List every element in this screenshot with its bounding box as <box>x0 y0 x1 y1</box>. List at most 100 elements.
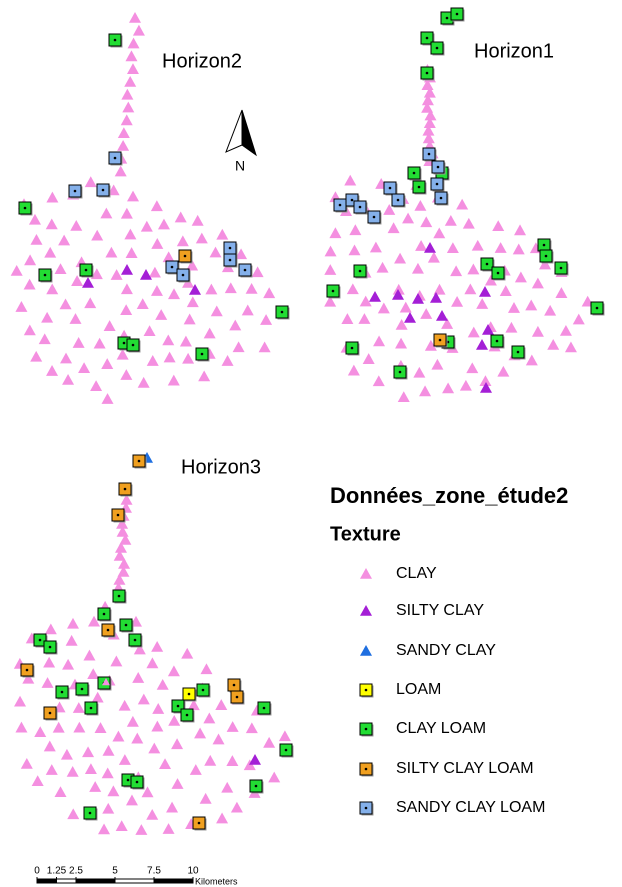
triangle-marker <box>14 695 27 707</box>
triangle-marker <box>421 94 434 106</box>
square-dot <box>183 254 187 258</box>
triangle-marker <box>505 321 518 333</box>
triangle-marker <box>479 375 492 387</box>
triangle-marker <box>157 218 170 230</box>
triangle-marker <box>414 199 427 211</box>
triangle-marker <box>15 721 28 733</box>
triangle-marker <box>531 325 544 337</box>
square-dot <box>338 203 342 207</box>
scale-label: 2.5 <box>69 866 83 877</box>
triangle-marker <box>110 655 123 667</box>
triangle-marker <box>512 243 525 255</box>
triangle-marker <box>362 353 375 364</box>
triangle-marker <box>41 311 54 323</box>
triangle-marker <box>15 301 28 312</box>
square-dot <box>48 645 52 649</box>
triangle-marker <box>117 127 130 138</box>
triangle-marker <box>140 220 153 232</box>
triangle-marker <box>531 277 544 289</box>
triangle-marker <box>54 263 67 275</box>
triangle-marker <box>221 781 234 793</box>
triangle-marker <box>415 240 428 251</box>
triangle-marker <box>421 79 434 90</box>
triangle-marker <box>67 808 80 820</box>
triangle-marker <box>82 277 94 288</box>
triangle-marker <box>464 283 477 295</box>
square-dot <box>398 370 402 374</box>
scale-label: 0 <box>34 866 40 877</box>
triangle-marker <box>497 365 510 377</box>
legend-label: SANDY CLAY LOAM <box>396 799 545 816</box>
triangle-marker <box>24 254 37 266</box>
triangle-marker <box>539 258 552 270</box>
triangle-marker <box>70 219 83 231</box>
triangle-marker <box>324 295 337 307</box>
triangle-marker <box>116 526 129 537</box>
triangle-marker <box>120 207 133 219</box>
triangle-marker <box>122 101 135 113</box>
triangle-marker <box>369 241 382 253</box>
triangle-marker <box>83 649 96 661</box>
triangle-marker <box>572 313 585 325</box>
triangle-marker <box>150 200 163 212</box>
triangle-marker <box>101 358 114 369</box>
triangle-marker <box>91 229 104 241</box>
triangle-marker <box>221 355 234 366</box>
legend-label: SILTY CLAY LOAM <box>396 760 534 777</box>
triangle-marker <box>54 786 67 797</box>
triangle-marker <box>43 740 56 752</box>
triangle-marker <box>349 224 362 236</box>
triangle-marker <box>127 190 140 202</box>
square-dot <box>542 243 546 247</box>
triangle-marker <box>168 288 181 300</box>
square-dot <box>113 156 117 160</box>
triangle-marker <box>167 665 180 677</box>
triangle-marker <box>69 313 82 324</box>
triangle-marker <box>446 242 459 254</box>
triangle-marker <box>127 37 140 49</box>
triangle-marker <box>107 184 120 196</box>
triangle-marker <box>140 269 152 280</box>
triangle-marker <box>30 233 43 245</box>
square-dot <box>595 306 599 310</box>
triangle-marker <box>359 295 372 307</box>
square-dot <box>135 780 139 784</box>
triangle-marker <box>44 623 57 635</box>
triangle-marker <box>459 379 472 391</box>
triangle-marker <box>476 339 488 350</box>
square-dot <box>331 289 335 293</box>
triangle-marker <box>23 324 36 336</box>
triangle-marker <box>66 765 79 777</box>
triangle-marker <box>102 744 115 756</box>
triangle-marker <box>346 283 359 295</box>
triangle-marker <box>62 658 75 670</box>
square-dot <box>124 623 128 627</box>
triangle-marker <box>424 242 436 253</box>
triangle-marker <box>360 568 372 579</box>
triangle-marker <box>135 824 148 835</box>
square-dot <box>358 205 362 209</box>
square-dot <box>435 46 439 50</box>
triangle-marker <box>471 239 484 251</box>
square-dot <box>102 612 106 616</box>
square-dot <box>84 268 88 272</box>
square-dot <box>122 341 126 345</box>
triangle-marker <box>212 733 225 745</box>
triangle-marker <box>420 216 433 228</box>
square-dot <box>48 711 52 715</box>
triangle-marker <box>102 802 115 814</box>
square-dot <box>235 695 239 699</box>
triangle-marker <box>205 283 218 295</box>
square-dot <box>200 352 204 356</box>
triangle-marker <box>394 252 407 264</box>
square-dot <box>73 189 77 193</box>
triangle-marker <box>28 213 41 225</box>
triangle-marker <box>372 375 385 387</box>
triangle-marker <box>171 778 184 789</box>
triangle-marker <box>133 643 146 655</box>
triangle-marker <box>369 291 381 302</box>
triangle-marker <box>125 794 138 806</box>
square-dot <box>559 266 563 270</box>
triangle-marker <box>263 287 276 299</box>
triangle-marker <box>129 12 142 23</box>
